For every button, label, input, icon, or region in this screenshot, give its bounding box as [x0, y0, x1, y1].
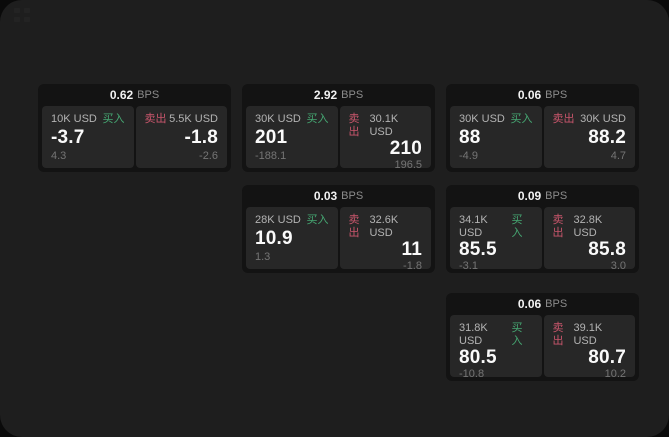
- bps-value: 0.06: [517, 297, 542, 311]
- buy-button[interactable]: 买入: [510, 113, 533, 125]
- buy-delta: 4.3: [51, 150, 67, 162]
- sell-price: 11: [401, 239, 422, 260]
- sell-amount: 30.1K USD: [369, 113, 399, 138]
- sell-button[interactable]: 卖出: [348, 214, 360, 239]
- quote-card: 0.62 BPS 10K USD 买入 -3.7 4.3 卖出 5.5K USD: [38, 84, 231, 172]
- sell-button[interactable]: 卖出: [144, 113, 167, 125]
- quote-card: 0.03 BPS 28K USD 买入 10.9 1.3 卖出 32.6K US…: [242, 185, 435, 273]
- buy-quote-panel[interactable]: 10K USD 买入 -3.7 4.3: [42, 106, 134, 168]
- bps-unit-label: BPS: [545, 190, 568, 202]
- buy-quote-panel[interactable]: 31.8K USD 买入 80.5 -10.8: [450, 315, 542, 380]
- buy-button[interactable]: 买入: [306, 214, 329, 226]
- buy-quote-panel[interactable]: 30K USD 买入 201 -188.1: [246, 106, 338, 168]
- buy-price: 10.9: [255, 228, 293, 249]
- card-header: 0.62 BPS: [42, 84, 227, 106]
- buy-amount: 28K USD: [255, 214, 301, 226]
- sell-button[interactable]: 卖出: [348, 113, 360, 138]
- sell-quote-panel[interactable]: 卖出 30K USD 88.2 4.7: [543, 106, 635, 168]
- app-logo-icon: [14, 8, 30, 22]
- sell-button[interactable]: 卖出: [552, 214, 564, 239]
- buy-price: 88: [459, 127, 481, 148]
- sell-amount: 5.5K USD: [169, 113, 218, 125]
- sell-price: 80.7: [588, 347, 626, 368]
- sell-delta: 4.7: [610, 150, 626, 162]
- card-header: 0.09 BPS: [450, 185, 635, 207]
- buy-price: -3.7: [51, 127, 85, 148]
- card-header: 2.92 BPS: [246, 84, 431, 106]
- sell-delta: -1.8: [403, 260, 422, 272]
- buy-amount: 34.1K USD: [459, 214, 488, 239]
- bps-value: 0.03: [313, 189, 338, 203]
- buy-amount: 10K USD: [51, 113, 97, 125]
- bps-value: 0.09: [517, 189, 542, 203]
- bps-unit-label: BPS: [341, 190, 364, 202]
- buy-delta: 1.3: [255, 251, 271, 263]
- card-header: 0.03 BPS: [246, 185, 431, 207]
- bps-value: 0.06: [517, 88, 542, 102]
- sell-quote-panel[interactable]: 卖出 39.1K USD 80.7 10.2: [543, 315, 635, 380]
- buy-quote-panel[interactable]: 34.1K USD 买入 85.5 -3.1: [450, 207, 542, 272]
- buy-delta: -188.1: [255, 150, 287, 162]
- bps-value: 0.62: [109, 88, 134, 102]
- sell-amount: 32.6K USD: [369, 214, 399, 239]
- buy-button[interactable]: 买入: [306, 113, 329, 125]
- buy-amount: 30K USD: [255, 113, 301, 125]
- quote-card: 0.06 BPS 30K USD 买入 88 -4.9 卖出 30K USD: [446, 84, 639, 172]
- buy-quote-panel[interactable]: 28K USD 买入 10.9 1.3: [246, 207, 338, 269]
- card-header: 0.06 BPS: [450, 293, 635, 315]
- sell-amount: 32.8K USD: [573, 214, 603, 239]
- sell-price: 88.2: [588, 127, 626, 148]
- quote-card: 0.06 BPS 31.8K USD 买入 80.5 -10.8 卖出 39.1…: [446, 293, 639, 381]
- buy-button[interactable]: 买入: [102, 113, 125, 125]
- card-header: 0.06 BPS: [450, 84, 635, 106]
- sell-price: 85.8: [588, 239, 626, 260]
- sell-quote-panel[interactable]: 卖出 5.5K USD -1.8 -2.6: [135, 106, 227, 168]
- sell-button[interactable]: 卖出: [552, 322, 564, 347]
- sell-delta: 196.5: [394, 159, 422, 171]
- sell-delta: -2.6: [199, 150, 218, 162]
- sell-delta: 3.0: [610, 260, 626, 272]
- sell-quote-panel[interactable]: 卖出 30.1K USD 210 196.5: [339, 106, 431, 171]
- buy-quote-panel[interactable]: 30K USD 买入 88 -4.9: [450, 106, 542, 168]
- buy-price: 85.5: [459, 239, 497, 260]
- bps-unit-label: BPS: [341, 89, 364, 101]
- buy-price: 201: [255, 127, 288, 148]
- bps-unit-label: BPS: [545, 298, 568, 310]
- buy-amount: 31.8K USD: [459, 322, 488, 347]
- buy-price: 80.5: [459, 347, 497, 368]
- buy-button[interactable]: 买入: [511, 322, 523, 347]
- buy-button[interactable]: 买入: [511, 214, 523, 239]
- sell-button[interactable]: 卖出: [552, 113, 575, 125]
- bps-value: 2.92: [313, 88, 338, 102]
- sell-price: 210: [389, 138, 422, 159]
- buy-amount: 30K USD: [459, 113, 505, 125]
- sell-quote-panel[interactable]: 卖出 32.6K USD 11 -1.8: [339, 207, 431, 272]
- sell-amount: 39.1K USD: [573, 322, 603, 347]
- sell-amount: 30K USD: [580, 113, 626, 125]
- buy-delta: -3.1: [459, 260, 478, 272]
- sell-delta: 10.2: [604, 368, 626, 380]
- sell-price: -1.8: [184, 127, 218, 148]
- quote-card: 2.92 BPS 30K USD 买入 201 -188.1 卖出 30.1K …: [242, 84, 435, 172]
- sell-quote-panel[interactable]: 卖出 32.8K USD 85.8 3.0: [543, 207, 635, 272]
- buy-delta: -10.8: [459, 368, 485, 380]
- bps-unit-label: BPS: [137, 89, 160, 101]
- buy-delta: -4.9: [459, 150, 478, 162]
- quote-card: 0.09 BPS 34.1K USD 买入 85.5 -3.1 卖出 32.8K…: [446, 185, 639, 273]
- bps-unit-label: BPS: [545, 89, 568, 101]
